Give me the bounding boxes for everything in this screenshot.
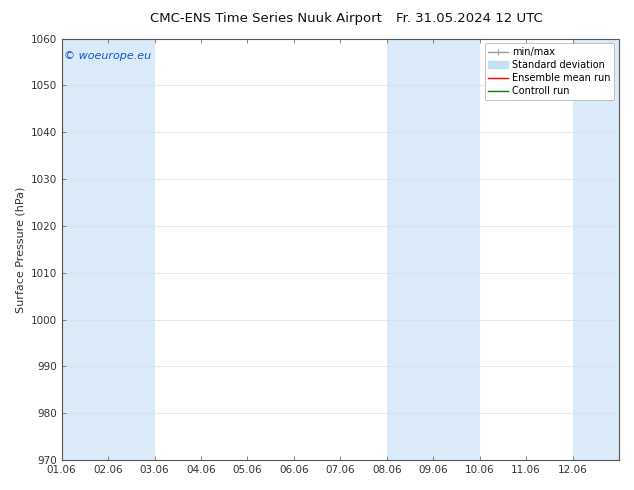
Bar xyxy=(61,39,108,460)
Bar xyxy=(108,39,155,460)
Text: CMC-ENS Time Series Nuuk Airport: CMC-ENS Time Series Nuuk Airport xyxy=(150,12,382,25)
Bar xyxy=(573,39,619,460)
Bar xyxy=(433,39,480,460)
Legend: min/max, Standard deviation, Ensemble mean run, Controll run: min/max, Standard deviation, Ensemble me… xyxy=(484,44,614,100)
Bar xyxy=(387,39,433,460)
Text: Fr. 31.05.2024 12 UTC: Fr. 31.05.2024 12 UTC xyxy=(396,12,543,25)
Y-axis label: Surface Pressure (hPa): Surface Pressure (hPa) xyxy=(15,186,25,313)
Text: © woeurope.eu: © woeurope.eu xyxy=(65,51,152,61)
